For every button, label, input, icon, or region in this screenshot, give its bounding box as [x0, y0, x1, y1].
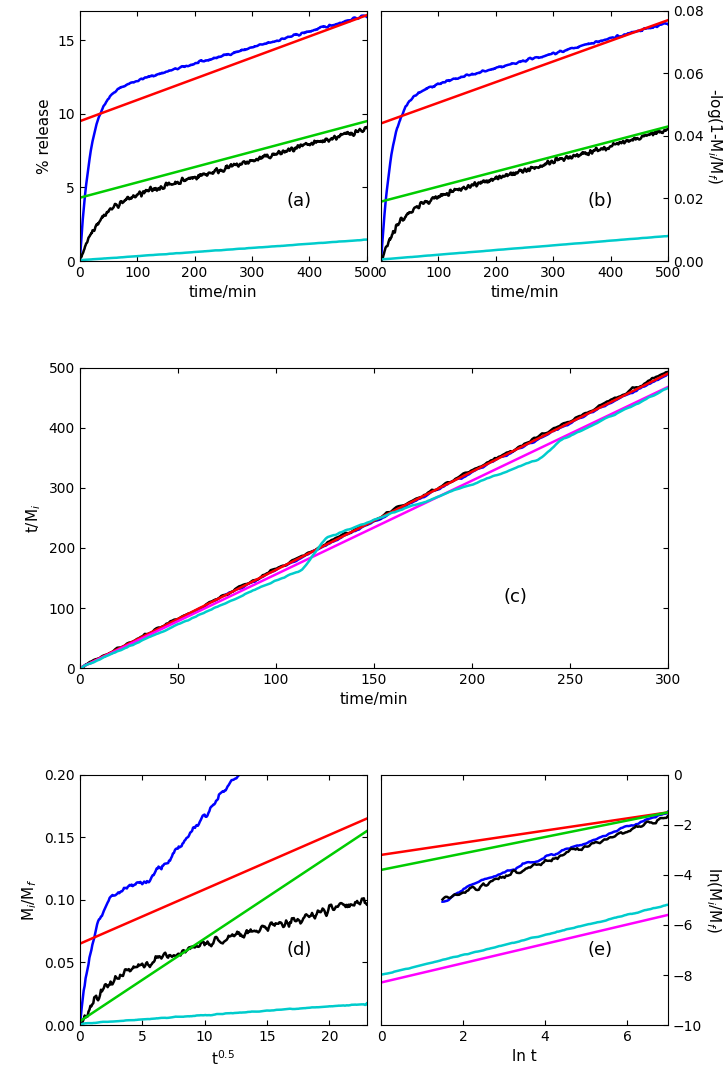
X-axis label: time/min: time/min — [340, 693, 408, 708]
Y-axis label: % release: % release — [37, 98, 52, 174]
X-axis label: t$^{0.5}$: t$^{0.5}$ — [211, 1050, 235, 1068]
Text: (c): (c) — [503, 588, 527, 606]
X-axis label: time/min: time/min — [189, 286, 258, 300]
Text: (b): (b) — [587, 192, 613, 210]
Y-axis label: -log(1-M$_i$/M$_f$): -log(1-M$_i$/M$_f$) — [706, 88, 725, 183]
Text: (e): (e) — [587, 941, 613, 959]
Y-axis label: ln(M$_i$/M$_f$): ln(M$_i$/M$_f$) — [704, 868, 723, 933]
Text: (a): (a) — [286, 192, 311, 210]
X-axis label: time/min: time/min — [490, 286, 559, 300]
X-axis label: ln t: ln t — [512, 1050, 537, 1065]
Y-axis label: t/M$_i$: t/M$_i$ — [25, 503, 43, 533]
Y-axis label: M$_i$/M$_f$: M$_i$/M$_f$ — [20, 878, 38, 921]
Text: (d): (d) — [286, 941, 311, 959]
